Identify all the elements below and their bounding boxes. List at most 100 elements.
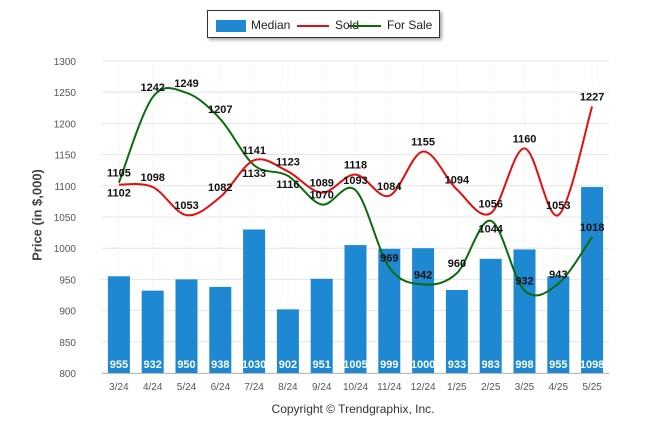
y-tick-label: 1100	[54, 182, 76, 193]
median-bar	[276, 309, 299, 373]
sold-point-label: 1155	[411, 136, 435, 148]
x-tick-label: 4/25	[549, 382, 569, 393]
x-tick-label: 9/24	[312, 382, 332, 393]
sold-point-label: 1084	[377, 181, 402, 193]
x-tick-label: 7/24	[244, 382, 264, 393]
legend-median-label: Median	[251, 18, 291, 32]
x-tick-label: 2/25	[481, 382, 501, 393]
median-bar-label: 950	[177, 359, 195, 371]
y-tick-label: 900	[59, 307, 76, 318]
x-tick-label: 5/24	[177, 382, 197, 393]
sold-point-label: 1160	[513, 133, 537, 145]
for-sale-point-label: 943	[549, 269, 567, 281]
median-bar-label: 932	[144, 359, 162, 371]
median-bar-label: 1098	[580, 359, 604, 371]
median-bar-label: 998	[515, 359, 533, 371]
for-sale-point-label: 1207	[208, 104, 232, 116]
median-bar	[412, 248, 435, 373]
for-sale-point-label: 1044	[478, 224, 503, 236]
for-sale-point-label: 1018	[580, 222, 604, 234]
data-labels: 955 932 950 938 1030 902 951 1005 999 1000 933 983 9…	[107, 78, 604, 371]
sold-point-label: 1094	[445, 175, 470, 187]
median-bar	[479, 258, 502, 373]
sold-point-label: 1056	[478, 198, 502, 210]
sold-point-label: 1227	[580, 92, 604, 104]
legend-item-sold[interactable]: Sold	[297, 18, 359, 32]
median-bar-label: 938	[211, 359, 229, 371]
x-tick-label: 1/25	[447, 382, 467, 393]
sold-point-label: 1053	[546, 200, 570, 212]
copyright-text: Copyright © Trendgraphix, Inc.	[271, 402, 435, 416]
median-bar	[107, 276, 130, 373]
y-tick-label: 1200	[54, 119, 77, 130]
y-tick-label: 950	[59, 275, 76, 286]
sold-point-label: 1118	[344, 160, 367, 172]
median-bar-label: 999	[380, 359, 398, 371]
median-bar	[513, 249, 536, 373]
x-tick-label: 12/24	[411, 382, 436, 393]
x-tick-label: 11/24	[377, 382, 402, 393]
sold-point-label: 1082	[208, 182, 232, 194]
median-bar-label: 951	[313, 359, 331, 371]
for-sale-point-label: 1093	[343, 175, 367, 187]
x-tick-label: 3/24	[109, 382, 129, 393]
median-bar	[310, 278, 333, 373]
for-sale-point-label: 942	[414, 269, 432, 281]
for-sale-point-label: 969	[380, 253, 398, 265]
for-sale-line	[117, 87, 593, 297]
sold-point-label: 1089	[309, 178, 333, 190]
for-sale-point-label: 1116	[276, 179, 299, 191]
x-tick-label: 5/25	[582, 382, 602, 393]
median-swatch	[216, 19, 246, 32]
gridlines	[102, 60, 609, 374]
median-bar-label: 983	[482, 359, 500, 371]
for-sale-point-label: 1070	[309, 190, 333, 202]
y-tick-label: 850	[59, 338, 76, 349]
for-sale-point-label: 1133	[242, 168, 266, 180]
median-bar-label: 1000	[411, 359, 435, 371]
for-sale-point-label: 1105	[107, 168, 131, 180]
median-bar	[581, 187, 604, 373]
median-bars	[107, 187, 604, 373]
median-bar	[209, 286, 232, 373]
sold-line	[118, 106, 594, 217]
median-bar-label: 1005	[343, 359, 367, 371]
x-tick-label: 8/24	[278, 382, 298, 393]
y-tick-label: 1050	[54, 213, 77, 224]
sold-point-label: 1123	[276, 156, 300, 168]
for-sale-point-label: 1242	[140, 82, 164, 94]
for-sale-swatch	[349, 24, 381, 27]
sold-point-label: 1102	[107, 188, 131, 200]
median-bar	[547, 276, 570, 373]
for-sale-point-label: 960	[448, 258, 466, 270]
y-tick-label: 800	[59, 369, 76, 380]
x-tick-label: 3/25	[515, 382, 535, 393]
median-bar	[344, 245, 367, 373]
median-bar-label: 902	[279, 359, 297, 371]
median-bar	[243, 229, 266, 373]
x-tick-label: 10/24	[343, 382, 368, 393]
median-bar-label: 1030	[242, 359, 266, 371]
sold-point-label: 1053	[174, 200, 198, 212]
y-tick-label: 1300	[54, 57, 77, 68]
y-tick-label: 1000	[54, 244, 77, 255]
legend-item-for-sale[interactable]: For Sale	[349, 18, 432, 32]
median-bar	[378, 248, 401, 373]
legend: Median Sold For Sale	[207, 10, 440, 38]
sold-point-label: 1098	[140, 172, 164, 184]
legend-item-median[interactable]: Median	[216, 18, 290, 32]
x-tick-label: 4/24	[143, 382, 163, 393]
sold-point-label: 1141	[242, 145, 266, 157]
median-bar-label: 955	[110, 359, 128, 371]
for-sale-point-label: 932	[515, 276, 533, 288]
median-bar	[175, 279, 198, 373]
y-axis-title: Price (in $,000)	[29, 169, 45, 261]
axes: 800 850 900 950 1000 1050 1100 1150 1200 1250 1300…	[54, 57, 609, 393]
x-tick-label: 6/24	[211, 382, 231, 393]
median-bar	[445, 290, 468, 373]
y-tick-label: 1250	[54, 88, 77, 99]
median-bar-label: 933	[448, 359, 466, 371]
for-sale-point-label: 1249	[174, 78, 198, 90]
median-bar-label: 955	[549, 359, 567, 371]
